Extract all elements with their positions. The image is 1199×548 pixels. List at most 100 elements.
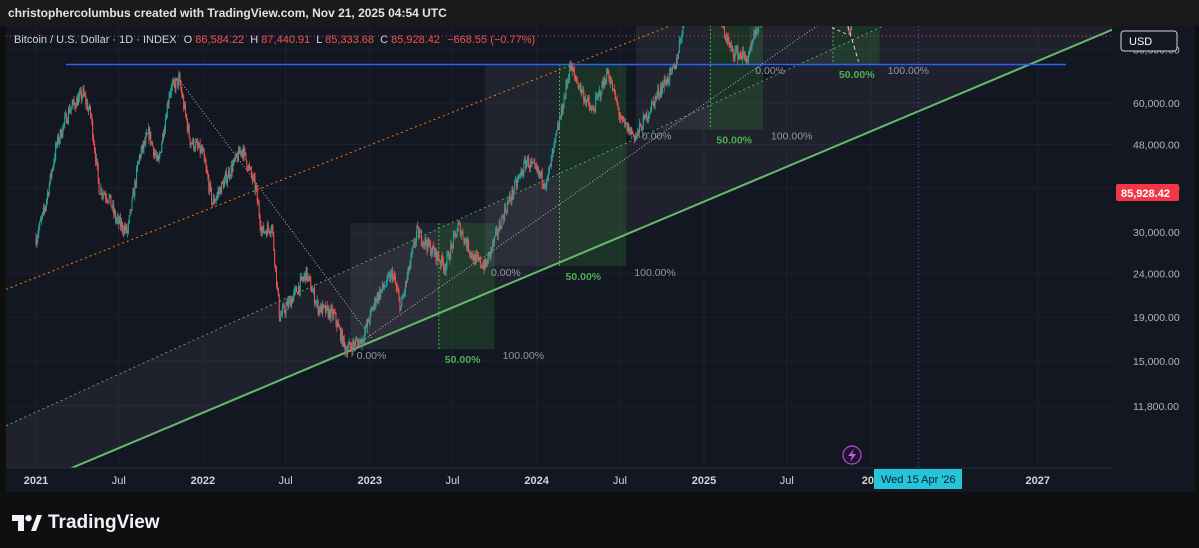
candle-body (273, 234, 275, 250)
candle-body (635, 136, 637, 138)
candle-body (195, 142, 197, 143)
candle-body (277, 287, 279, 296)
candle-body (254, 185, 256, 191)
candle-body (519, 173, 521, 176)
candle-body (671, 66, 673, 71)
candle-body (550, 155, 552, 167)
candle-body (740, 56, 742, 60)
time-tick-label: Jul (780, 475, 794, 487)
candle-body (36, 239, 38, 245)
price-tick-label: 11,800.00 (1133, 401, 1179, 413)
candle-body (430, 243, 432, 255)
candle-body (274, 249, 276, 265)
candle-body (141, 144, 143, 151)
price-tick-label: 48,000.00 (1133, 140, 1180, 152)
candle-body (402, 297, 404, 299)
candle-body (574, 70, 576, 76)
tradingview-logo[interactable]: TradingView (12, 512, 160, 534)
candle-body (82, 88, 84, 97)
candle-body (850, 28, 852, 32)
candle-body (564, 95, 566, 97)
candle-body (584, 98, 586, 102)
currency-button[interactable]: USD (1120, 30, 1178, 52)
candle-body (734, 50, 736, 58)
candle-body (181, 89, 183, 97)
candle-body (97, 166, 99, 179)
candle-body (296, 287, 298, 293)
candle-body (267, 224, 269, 229)
candle-body (299, 277, 301, 293)
candle-body (454, 232, 456, 234)
candle-body (594, 110, 596, 112)
candle-body (138, 155, 140, 162)
candle-body (592, 108, 594, 110)
candle-body (405, 281, 407, 283)
time-tick-label: Jul (112, 475, 126, 487)
fib-label-50: 50.00% (716, 135, 752, 147)
lightning-icon[interactable] (842, 445, 862, 465)
candle-body (124, 226, 126, 231)
candle-body (57, 136, 59, 143)
candle-body (463, 238, 465, 243)
time-axis[interactable]: 2021 Jul 2022 Jul 2023 Jul 2024 Jul 2025 Jul 202 20… (6, 467, 1112, 487)
candle-body (392, 271, 394, 280)
candle-body (645, 112, 647, 118)
candle-body (46, 193, 48, 200)
candle-body (489, 252, 491, 256)
candle-body (339, 326, 341, 329)
fib-label-0: 0.00% (357, 350, 387, 362)
candle-body (726, 37, 728, 42)
candle-body (210, 183, 212, 189)
legend-change: −668.55 (−0.77%) (447, 34, 535, 46)
candle-body (229, 175, 231, 177)
price-chart[interactable]: 0.00% 50.00% 100.00% 0.00% 50.00% 100.00% 0.00… (6, 26, 1195, 492)
candle-body (325, 305, 327, 313)
candle-body (449, 258, 451, 260)
candle-body (583, 90, 585, 102)
candle-body (639, 123, 641, 133)
candle-body (262, 226, 264, 232)
candle-body (723, 26, 725, 27)
candle-body (469, 252, 471, 255)
candle-body (264, 231, 266, 233)
candle-body (60, 129, 62, 138)
candle-body (353, 341, 355, 345)
candle-body (406, 275, 408, 283)
candle-body (408, 267, 410, 271)
price-tick-label: 19,000.00 (1133, 312, 1180, 324)
candle-body (640, 125, 642, 131)
candle-body (495, 231, 497, 237)
candle-body (548, 171, 550, 176)
candle-body (186, 119, 188, 131)
candle-body (502, 216, 504, 218)
candle-body (169, 93, 171, 94)
candle-body (398, 292, 400, 298)
candle-body (167, 103, 169, 105)
candle-body (724, 26, 726, 36)
candle-body (245, 152, 247, 160)
candle-body (578, 87, 580, 89)
candle-body (56, 136, 58, 145)
candle-body (393, 275, 395, 280)
currency-button-label: USD (1129, 36, 1152, 48)
candle-body (504, 207, 506, 220)
candle-body (126, 225, 128, 233)
candle-body (94, 143, 96, 152)
candle-body (514, 181, 516, 192)
candle-body (423, 242, 425, 245)
candle-body (465, 238, 467, 243)
candle-body (459, 223, 461, 236)
candle-body (595, 96, 597, 111)
candle-body (497, 231, 499, 235)
candle-body (525, 160, 527, 168)
candle-body (658, 88, 660, 96)
candle-body (537, 167, 539, 170)
candle-body (187, 125, 189, 131)
candle-body (75, 106, 77, 108)
candle-body (190, 143, 192, 146)
candle-body (493, 241, 495, 243)
candle-body (236, 153, 238, 157)
candle-body (259, 215, 261, 226)
price-axis[interactable]: 240,000.00180,000.00140,000.00110,000.00… (1114, 26, 1195, 492)
candle-body (740, 53, 742, 57)
